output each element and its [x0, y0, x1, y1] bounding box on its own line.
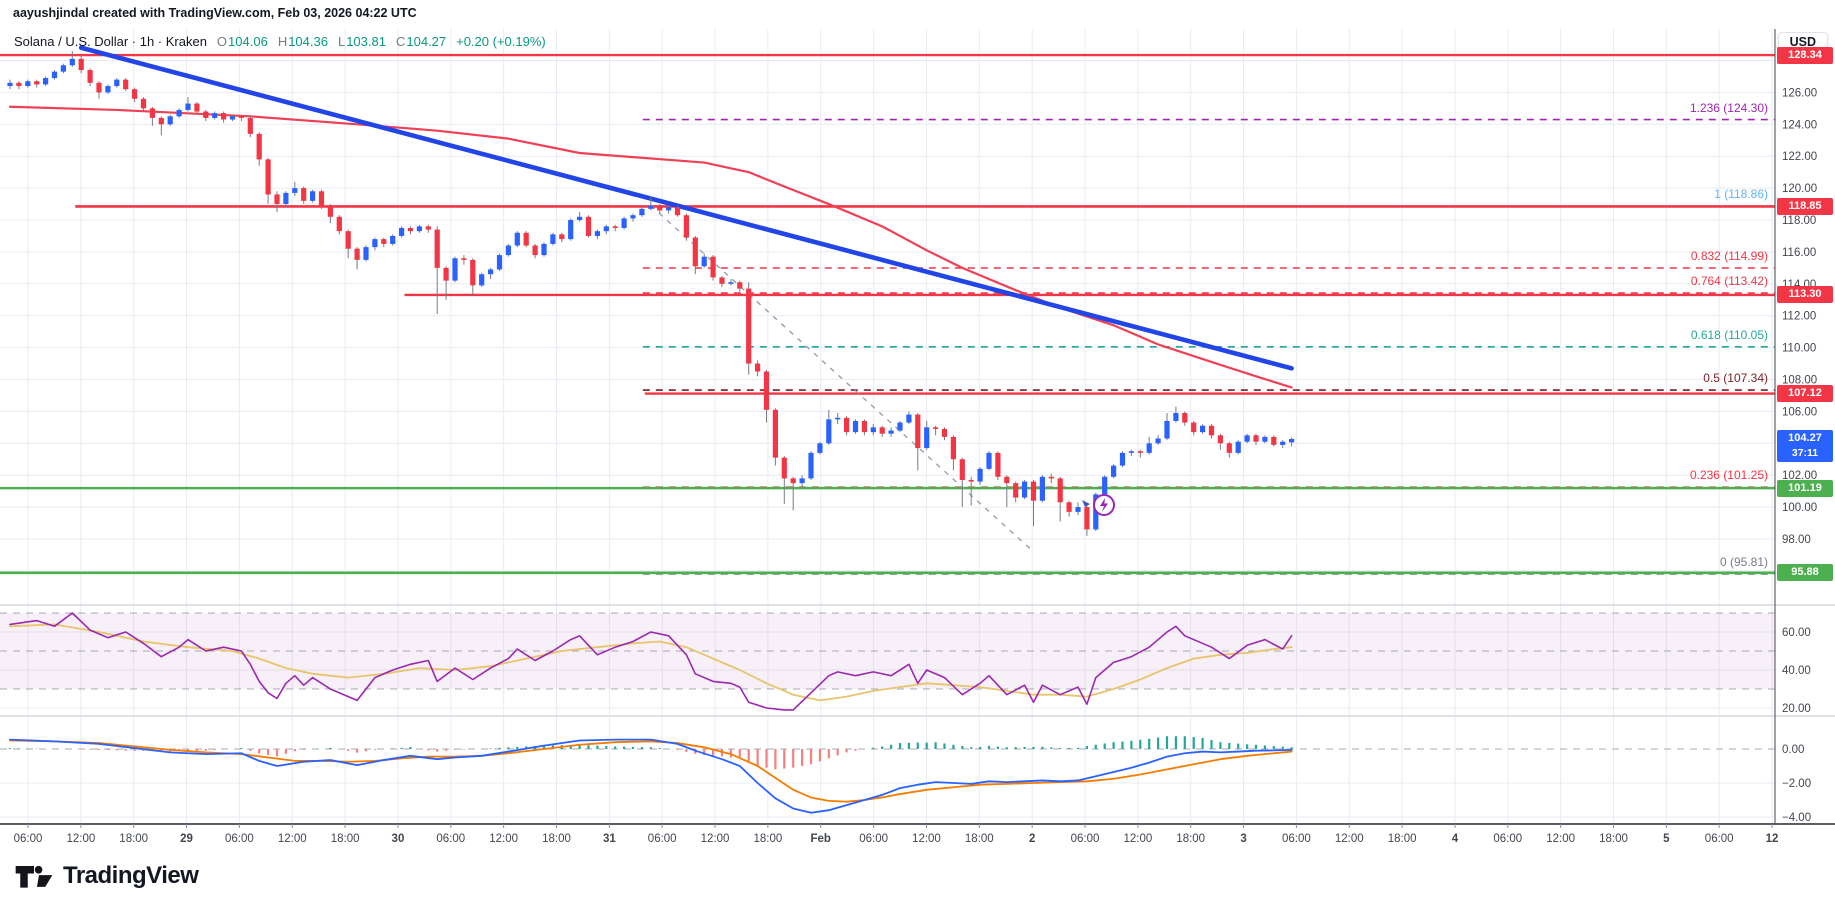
symbol-header: Solana / U.S. Dollar · 1h · Kraken O104.… [14, 34, 546, 49]
axis-tick-label: 4 [1452, 833, 1459, 845]
lightning-tool-icon[interactable] [1080, 490, 1122, 522]
axis-tick-label: 18:00 [1599, 833, 1628, 845]
axis-tick-label: 100.00 [1782, 502, 1817, 514]
axis-tick-label: 06:00 [859, 833, 888, 845]
rsi-line [9, 612, 1293, 711]
axis-tick-label: 116.00 [1782, 247, 1816, 259]
axis-tick-label: 18:00 [965, 833, 994, 845]
price-badge: 107.12 [1777, 385, 1833, 403]
axis-tick-label: 120.00 [1782, 183, 1817, 195]
axis-tick-label: 06:00 [648, 833, 677, 845]
price-badge: 101.19 [1777, 479, 1833, 497]
axis-tick-label: 18:00 [542, 833, 571, 845]
fib-label: 0.618 (110.05) [1690, 327, 1768, 342]
fib-label: 1 (118.86) [1714, 187, 1768, 202]
axis-tick-label: 102.00 [1782, 470, 1817, 482]
fib-label: 0.5 (107.34) [1703, 371, 1768, 386]
close-value: 104.27 [406, 34, 447, 49]
axis-tick-label: 0.00 [1782, 744, 1804, 756]
axis-tick-label: 126.00 [1782, 87, 1817, 99]
axis-tick-label: 122.00 [1782, 151, 1817, 163]
macd-histogram [8, 736, 1293, 770]
axis-tick-label: 60.00 [1782, 627, 1811, 639]
axis-tick-label: 106.00 [1782, 406, 1817, 418]
axis-tick-label: 18:00 [1176, 833, 1205, 845]
close-label: C [395, 34, 406, 49]
axis-tick-label: 18:00 [119, 833, 148, 845]
footer: TradingView [14, 860, 199, 892]
axis-tick-label: 112.00 [1782, 311, 1816, 323]
axis-tick-label: 12:00 [278, 833, 307, 845]
price-badge: 104.27 37:11 [1777, 429, 1833, 462]
axis-tick-label: 06:00 [1071, 833, 1100, 845]
price-badge: 118.85 [1777, 197, 1833, 215]
axis-tick-label: 06:00 [225, 833, 254, 845]
fib-label: 1.236 (124.30) [1689, 100, 1768, 115]
dashed-trendline[interactable] [650, 205, 1034, 553]
axis-tick-label: 18:00 [754, 833, 783, 845]
macd-signal-line [9, 739, 1293, 803]
change-value: +0.20 (+0.19%) [456, 34, 546, 49]
axis-tick-label: 3 [1240, 833, 1246, 845]
open-value: 104.06 [228, 34, 268, 49]
symbol-title[interactable]: Solana / U.S. Dollar · 1h · Kraken [14, 34, 207, 49]
cursor-icon [1082, 500, 1090, 507]
axis-tick-label: 18:00 [1388, 833, 1417, 845]
axis-tick-label: 12:00 [1546, 833, 1575, 845]
fib-label: 0.236 (101.25) [1689, 468, 1768, 483]
axis-tick-label: 12:00 [489, 833, 518, 845]
rsi-ma-line [9, 623, 1293, 702]
axis-tick-label: 40.00 [1782, 665, 1811, 677]
axis-tick-label: 06:00 [1493, 833, 1522, 845]
axis-tick-label: 20.00 [1782, 703, 1811, 715]
axis-tick-label: 12:00 [1123, 833, 1152, 845]
axis-tick-label: 06:00 [1282, 833, 1311, 845]
price-badge: 113.30 [1777, 286, 1833, 304]
axis-tick-label: 06:00 [1705, 833, 1734, 845]
axis-tick-label: 31 [603, 833, 616, 845]
high-label: H [277, 34, 288, 49]
axis-tick-label: 18:00 [331, 833, 360, 845]
price-badge: 95.88 [1777, 564, 1833, 582]
axis-tick-label: 98.00 [1782, 534, 1811, 546]
axis-tick-label: −2.00 [1782, 778, 1811, 790]
fib-label: 0.764 (113.42) [1690, 274, 1768, 289]
axis-tick-label: 29 [180, 833, 193, 845]
open-label: O [216, 34, 228, 49]
brand-name: TradingView [63, 862, 199, 889]
axis-tick-label: 2 [1029, 833, 1035, 845]
red-moving-average-line [8, 105, 1293, 389]
axis-tick-label: 12:00 [912, 833, 941, 845]
axis-tick-label: 124.00 [1782, 119, 1817, 131]
axis-tick-label: 12:00 [1335, 833, 1364, 845]
fib-label: 0 (95.81) [1719, 554, 1768, 569]
axis-tick-label: −4.00 [1782, 812, 1811, 824]
axis-tick-label: 06:00 [14, 833, 43, 845]
tradingview-logo-icon[interactable] [14, 860, 54, 892]
candlestick-series [7, 50, 1295, 536]
axis-tick-label: 12:00 [701, 833, 730, 845]
axis-tick-label: 06:00 [436, 833, 465, 845]
axis-tick-label: 110.00 [1782, 343, 1816, 355]
blue-trendline[interactable] [78, 45, 1294, 371]
fib-label: 0.832 (114.99) [1690, 249, 1768, 263]
price-badge: 128.34 [1777, 46, 1833, 64]
axis-tick-label: 5 [1663, 833, 1670, 845]
macd-line [9, 738, 1293, 814]
axis-tick-label: Feb [811, 833, 831, 845]
axis-tick-label: 12 [1766, 833, 1779, 845]
axis-tick-label: 12:00 [66, 833, 95, 845]
axis-tick-label: 108.00 [1782, 375, 1817, 387]
axis-tick-label: 118.00 [1782, 215, 1816, 227]
low-value: 103.81 [346, 34, 386, 49]
high-value: 104.36 [288, 34, 328, 49]
low-label: L [337, 34, 346, 49]
attribution-text: aayushjindal created with TradingView.co… [13, 6, 417, 20]
axis-tick-label: 30 [392, 833, 405, 845]
